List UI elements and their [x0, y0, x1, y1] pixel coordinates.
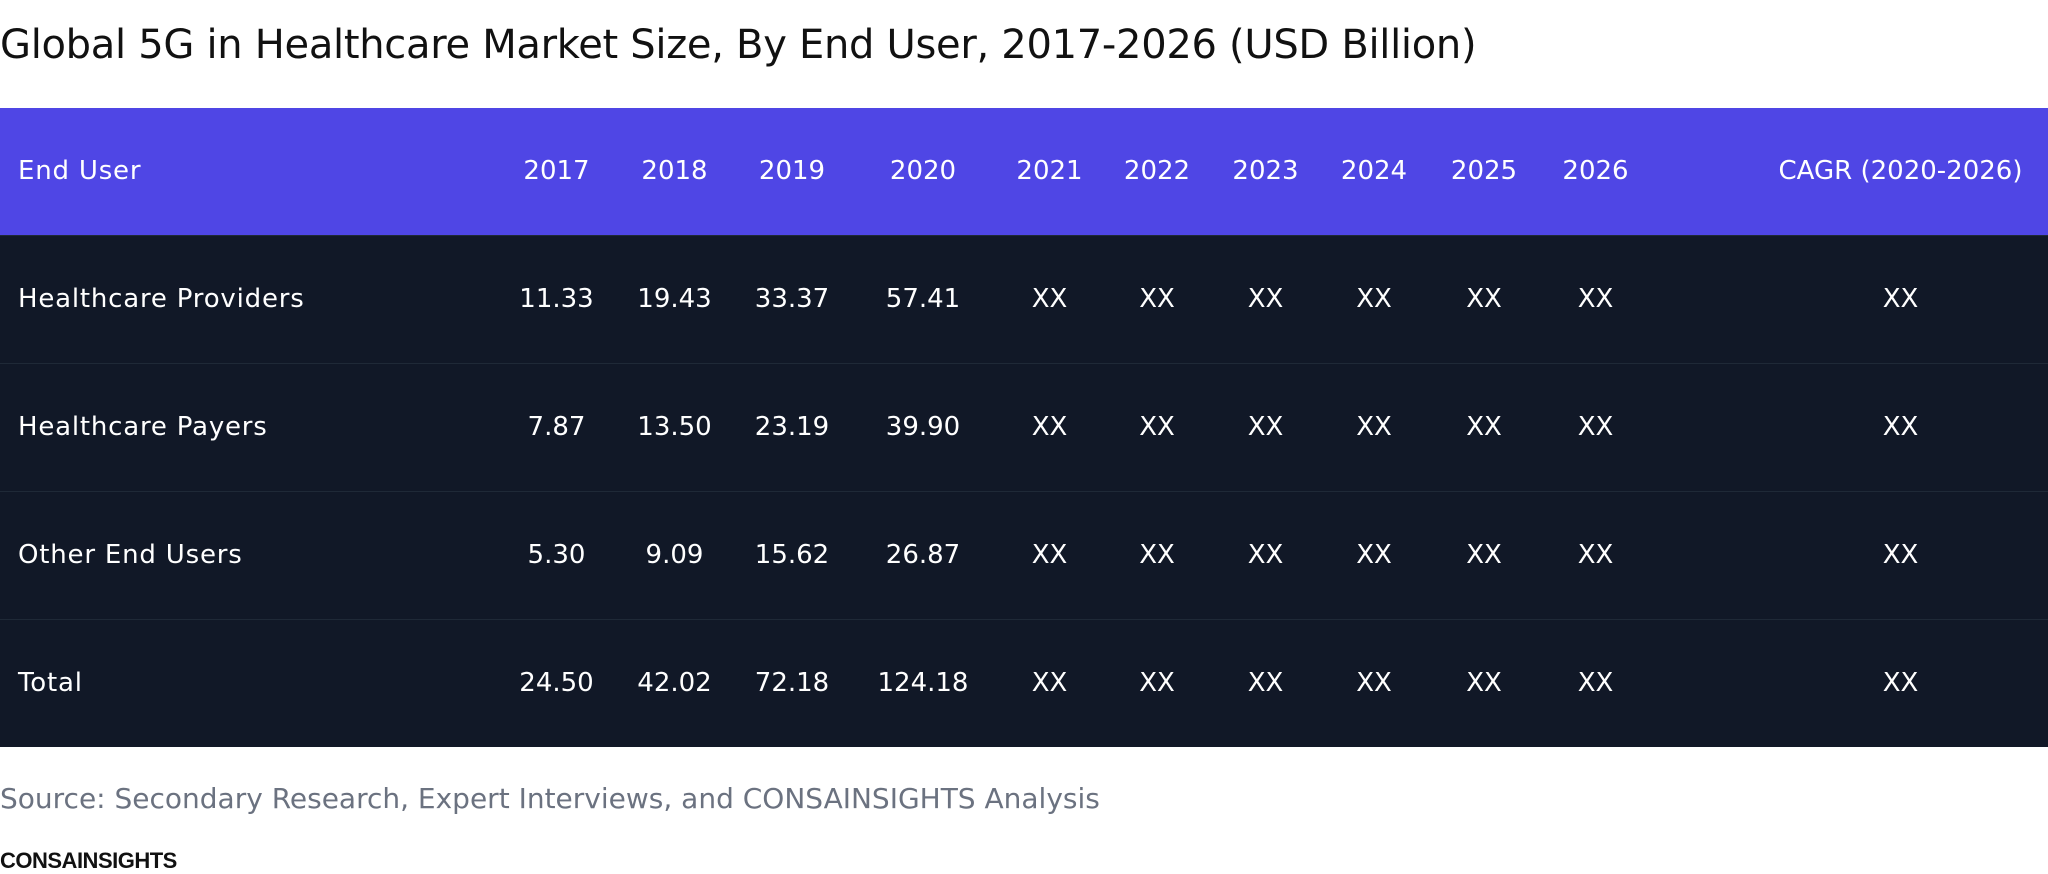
column-header: 2018	[641, 156, 708, 187]
table-cell: 9.09	[645, 540, 704, 570]
table-cell: XX	[1882, 668, 1919, 699]
table-cell: 33.37	[754, 284, 830, 314]
column-header: 2026	[1562, 156, 1629, 187]
table-cell: 23.19	[754, 412, 830, 442]
table-row: Healthcare Payers 7.87 13.50 23.19 39.90 XX XX…	[0, 363, 2048, 491]
table-cell: XX	[1139, 284, 1175, 314]
table-cell: XX	[1466, 412, 1502, 442]
row-label: Other End Users	[18, 540, 243, 570]
column-header-end-user: End User	[18, 156, 142, 187]
table-cell: XX	[1247, 412, 1284, 442]
table-cell: 13.50	[637, 412, 712, 442]
table-cell: XX	[1139, 412, 1175, 442]
table-cell: 24.50	[519, 668, 594, 699]
table-cell: XX	[1247, 668, 1284, 699]
table-cell: XX	[1356, 412, 1392, 442]
table-cell: XX	[1356, 668, 1392, 699]
table-row: Other End Users 5.30 9.09 15.62 26.87 XX XX XX X…	[0, 491, 2048, 619]
row-label: Healthcare Payers	[18, 412, 268, 442]
table-cell: XX	[1466, 284, 1502, 314]
table-cell: 19.43	[637, 284, 712, 314]
table-cell: XX	[1577, 668, 1614, 699]
column-header: 2024	[1340, 156, 1408, 187]
table-cell: 15.62	[754, 540, 830, 570]
table-cell: XX	[1247, 284, 1284, 314]
table-cell: XX	[1139, 540, 1175, 570]
column-header: 2023	[1232, 156, 1299, 187]
column-header: 2025	[1450, 156, 1518, 187]
table-cell: XX	[1466, 540, 1502, 570]
table-cell: 11.33	[519, 284, 594, 314]
table-cell: XX	[1031, 540, 1068, 570]
table-cell: XX	[1031, 412, 1068, 442]
table-row: Total 24.50 42.02 72.18 124.18 XX XX XX XX XX XX XX	[0, 619, 2048, 747]
table-cell: 39.90	[885, 412, 961, 442]
table-cell: 5.30	[527, 540, 586, 570]
table-cell: XX	[1577, 412, 1614, 442]
chart-title: Global 5G in Healthcare Market Size, By …	[0, 22, 1477, 68]
table-cell: XX	[1577, 284, 1614, 314]
brand-logo: CONSAINSIGHTS	[0, 848, 177, 873]
table-cell: XX	[1882, 540, 1919, 570]
row-label: Healthcare Providers	[18, 284, 305, 314]
column-header: 2021	[1016, 156, 1083, 187]
table-row: Healthcare Providers 11.33 19.43 33.37 57.41…	[0, 235, 2048, 363]
table-cell: XX	[1882, 412, 1919, 442]
table-cell: XX	[1139, 668, 1175, 699]
column-header: 2019	[758, 156, 826, 187]
table-cell: 42.02	[637, 668, 712, 699]
table-cell: XX	[1356, 540, 1392, 570]
table-cell: XX	[1356, 284, 1392, 314]
market-size-table: End User 2017 2018 2019 2020 2021 2022 2023 2024…	[0, 108, 2048, 747]
source-note: Source: Secondary Research, Expert Inter…	[0, 782, 1100, 815]
column-header: CAGR (2020-2026)	[1778, 156, 2023, 187]
table-cell: XX	[1466, 668, 1502, 699]
column-header: 2017	[523, 156, 590, 187]
table-cell: XX	[1031, 668, 1068, 699]
row-label: Total	[18, 668, 83, 699]
table-cell: 7.87	[527, 412, 586, 442]
table-cell: XX	[1247, 540, 1284, 570]
table-cell: 26.87	[885, 540, 961, 570]
table-cell: XX	[1577, 540, 1614, 570]
table-cell: 124.18	[877, 668, 969, 699]
table-cell: XX	[1031, 284, 1068, 314]
table-header-row: End User 2017 2018 2019 2020 2021 2022 2023 2024…	[0, 108, 2048, 235]
table-cell: 72.18	[754, 668, 830, 699]
column-header: 2022	[1123, 156, 1191, 187]
column-header: 2020	[889, 156, 957, 187]
table-cell: 57.41	[885, 284, 961, 314]
table-cell: XX	[1882, 284, 1919, 314]
